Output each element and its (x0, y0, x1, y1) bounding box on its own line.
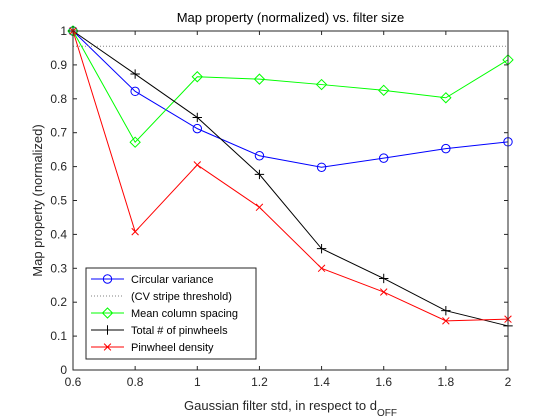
data-point (131, 227, 139, 236)
x-axis-label-subscript: OFF (377, 408, 397, 419)
x-tick-label: 1.4 (313, 375, 330, 389)
y-tick-label: 0.7 (50, 126, 67, 140)
y-tick-label: 0.2 (50, 295, 67, 309)
x-tick-label: 1.6 (375, 375, 392, 389)
data-point (254, 169, 265, 180)
data-point (253, 73, 266, 85)
data-point (254, 151, 265, 161)
legend-entry: (CV stripe threshold) (91, 291, 232, 303)
chart-title: Map property (normalized) vs. filter siz… (177, 10, 405, 25)
x-tick-label: 1.2 (251, 375, 268, 389)
data-point (317, 264, 326, 273)
y-tick-label: 0.5 (50, 194, 67, 208)
data-point (193, 161, 202, 169)
data-point (255, 203, 264, 212)
legend-label: Total # of pinwheels (131, 325, 228, 337)
y-tick-label: 0.9 (50, 58, 67, 72)
data-point (129, 136, 141, 148)
data-point (192, 112, 202, 123)
data-point (191, 71, 203, 83)
series-line (72, 30, 509, 327)
y-axis-label: Map property (normalized) (30, 124, 45, 276)
series-line (72, 30, 509, 144)
x-axis-label-main: Gaussian filter std, in respect to d (184, 398, 377, 413)
y-tick-label: 0.8 (50, 92, 67, 106)
y-tick-label: 0.4 (50, 227, 67, 241)
data-point (192, 123, 202, 134)
axes-layer: 0.6 0.8 1 1.2 1.4 1.6 1.8 2 0 0.1 0.2 0.3 0.4 0.5 0.6 0… (50, 24, 511, 389)
data-point (441, 143, 451, 154)
y-tick-label: 1 (60, 24, 67, 38)
y-tick-label: 0.1 (50, 329, 67, 343)
data-point (442, 317, 450, 325)
legend-label: (CV stripe threshold) (131, 291, 232, 303)
legend-marker (101, 307, 114, 319)
data-point (130, 86, 140, 97)
x-tick-label: 1 (194, 375, 201, 389)
data-point (379, 273, 389, 284)
data-point (315, 78, 328, 91)
data-point (316, 243, 327, 254)
legend-label: Circular variance (131, 274, 214, 286)
series-2 (67, 25, 514, 148)
legend-label: Pinwheel density (131, 342, 214, 354)
x-tick-label: 1.8 (438, 375, 455, 389)
series-line (72, 30, 509, 168)
series-layer (67, 25, 514, 331)
data-point (441, 305, 451, 316)
y-tick-label: 0 (60, 363, 67, 377)
y-tick-label: 0.6 (50, 160, 67, 174)
y-tick-label: 0.3 (50, 261, 67, 275)
data-point (130, 69, 140, 79)
legend-marker (103, 343, 112, 351)
legend-entry: Circular variance (91, 274, 214, 286)
x-tick-label: 2 (505, 375, 512, 389)
x-axis-label: Gaussian filter std, in respect to dOFF (184, 398, 397, 419)
x-tick-label: 0.6 (65, 375, 82, 389)
legend-entry: Mean column spacing (91, 307, 238, 320)
legend-marker (102, 325, 113, 335)
legend: Circular variance (CV stripe threshold) Me… (85, 267, 257, 360)
data-point (379, 153, 389, 163)
legend-label: Mean column spacing (131, 308, 238, 320)
series-4 (69, 27, 512, 325)
legend-entry: Total # of pinwheels (91, 325, 228, 337)
data-point (316, 162, 327, 172)
legend-entry: Pinwheel density (91, 342, 214, 354)
series-line (72, 30, 509, 322)
x-tick-label: 0.8 (127, 375, 144, 389)
data-point (378, 84, 390, 97)
legend-marker (102, 274, 113, 284)
data-point (379, 288, 388, 296)
data-point (440, 92, 452, 104)
